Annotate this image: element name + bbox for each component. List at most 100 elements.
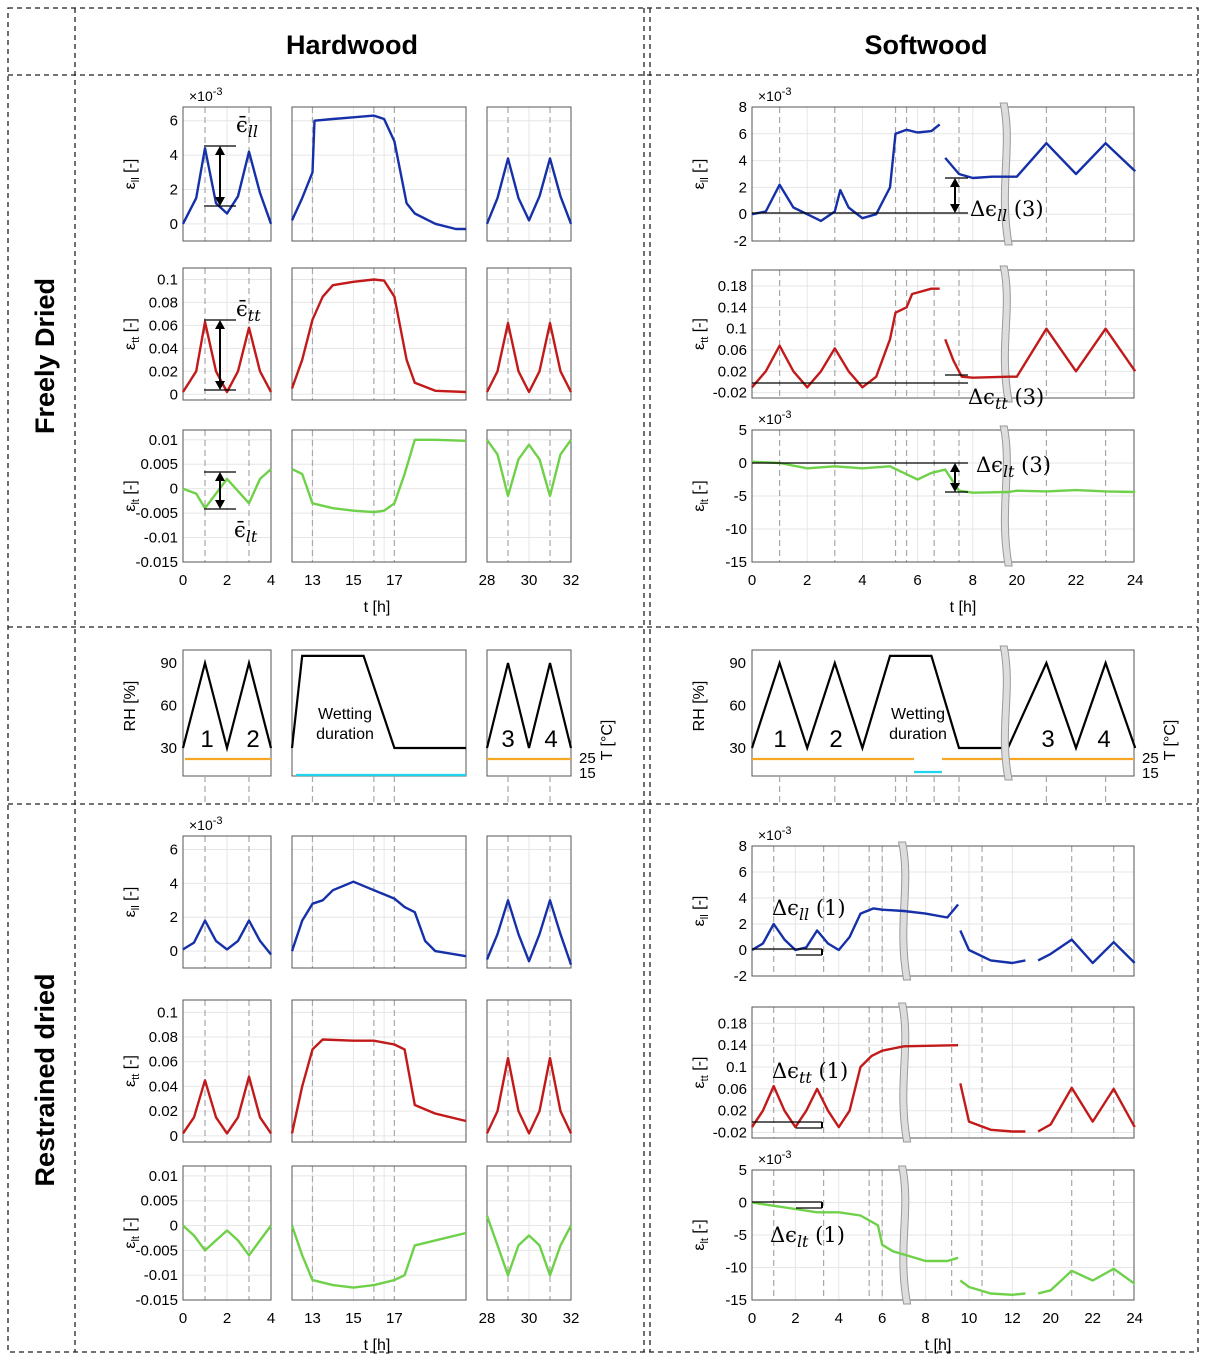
arrow-head xyxy=(950,178,960,187)
x-tick-label: 17 xyxy=(386,1310,403,1327)
plot-frame xyxy=(486,106,572,242)
plot-frame xyxy=(751,1169,1135,1301)
row-label-restrained-dried: Restrained dried xyxy=(30,973,60,1186)
plot-frame xyxy=(486,429,572,563)
y-axis-label-rh: RH [%] xyxy=(122,681,139,732)
arrow-head xyxy=(215,146,225,155)
series-line xyxy=(944,327,1137,379)
y-tick-label: 0.08 xyxy=(149,294,178,311)
plot-box xyxy=(291,106,467,242)
y-tick-label: -2 xyxy=(734,233,747,250)
x-tick-label: 24 xyxy=(1126,1310,1143,1327)
annotation-sw_tt: Δϵtt (3) xyxy=(968,385,1044,413)
plot-frame xyxy=(751,269,1135,399)
arrow-head xyxy=(215,472,225,481)
x-tick-label: 4 xyxy=(267,1310,275,1327)
series-line xyxy=(290,114,466,231)
cycle-number: 2 xyxy=(246,726,259,753)
y-tick-label: 30 xyxy=(729,740,746,757)
plot-box xyxy=(291,267,467,401)
x-tick-label: 0 xyxy=(179,1310,187,1327)
y-tick-label: 4 xyxy=(170,875,178,892)
x-tick-label: 0 xyxy=(748,1310,756,1327)
series-line xyxy=(959,930,1026,965)
wetting-label: Wetting xyxy=(318,706,372,723)
y-tick-label: 0.08 xyxy=(149,1029,178,1046)
plot-frame xyxy=(291,999,467,1143)
y-tick-label: -5 xyxy=(734,488,747,505)
plot-box xyxy=(751,845,1135,977)
y-tick-label: 0.14 xyxy=(718,1037,747,1054)
y-tick-label: 5 xyxy=(739,1162,747,1179)
y-axis-label: εll [-] xyxy=(122,159,142,190)
y-tick-label: -5 xyxy=(734,1227,747,1244)
y2-tick-label: 25 xyxy=(1142,750,1159,767)
plot-frame xyxy=(486,835,572,969)
series-line xyxy=(290,880,467,958)
y-tick-label: 8 xyxy=(739,99,747,116)
y-tick-label: 4 xyxy=(170,147,178,164)
plot-frame xyxy=(182,1165,272,1301)
series-line xyxy=(182,468,272,510)
plot-hw_restr_tt: 0 0.02 0.04 0.06 0.08 0.1 εtt [-] xyxy=(122,999,573,1145)
x-tick-label: 22 xyxy=(1068,572,1085,589)
x-axis-label: t [h] xyxy=(364,599,391,616)
y-tick-label: 0.04 xyxy=(149,340,178,357)
y-tick-label: 6 xyxy=(739,864,747,881)
x-tick-label: 15 xyxy=(345,572,362,589)
plot-frame xyxy=(751,106,1135,242)
multiplier-label: ×10-3 xyxy=(758,825,792,843)
arrow-head xyxy=(215,500,225,509)
plot-sw_restr_tt: -0.02 0.02 0.06 0.1 0.14 0.18 εtt [-] xyxy=(691,1002,1136,1143)
series-line xyxy=(181,320,273,394)
header-hardwood: Hardwood xyxy=(286,30,418,60)
x-tick-label: 8 xyxy=(921,1310,929,1327)
series-line xyxy=(1037,1086,1136,1133)
plot-hw_restr_ll: 0 2 4 6 εll [-] ×10-3 xyxy=(122,815,573,969)
y-tick-label: 4 xyxy=(739,890,747,907)
annotation-sw_lt_r: Δϵlt (1) xyxy=(770,1223,845,1251)
plot-hw_free_tt: 0 0.02 0.04 0.06 0.08 0.1 εtt [-] xyxy=(122,267,573,403)
y-tick-label: 2 xyxy=(739,916,747,933)
series-line xyxy=(751,1201,959,1263)
y-tick-label: 0 xyxy=(170,216,178,233)
plot-hw_free_ll: 0 2 4 6 εll [-] ×10-3 xyxy=(122,86,573,242)
y-axis-label: εlt [-] xyxy=(122,1217,142,1248)
x-tick-label: 17 xyxy=(386,572,403,589)
y-tick-label: 0 xyxy=(170,481,178,498)
rh-line xyxy=(485,662,573,749)
plot-sw_restr_lt: -15 -10 -5 0 5 εlt [-] ×10-3 xyxy=(691,1149,1136,1309)
y2-tick-label: 25 xyxy=(579,750,596,767)
x-tick-label: 10 xyxy=(961,1310,978,1327)
annotation-sw_lt: Δϵlt (3) xyxy=(976,453,1051,481)
plot-box xyxy=(291,429,467,563)
y-axis-label: εlt [-] xyxy=(122,480,142,511)
y-tick-label: -0.015 xyxy=(135,1292,178,1309)
series-line xyxy=(485,899,573,965)
plot-frame xyxy=(751,1006,1135,1139)
x-tick-label: 4 xyxy=(858,572,866,589)
series-line xyxy=(485,1215,573,1277)
plot-box xyxy=(291,1165,467,1301)
y-tick-label: 6 xyxy=(170,842,178,859)
y-axis-label: εlt [-] xyxy=(691,1219,711,1250)
y-tick-label: 0 xyxy=(170,943,178,960)
plot-sw_restr_ll: -2 0 2 4 6 8 εll [-] ×10-3 xyxy=(691,825,1136,985)
plot-box xyxy=(291,999,467,1143)
y-tick-label: 0.01 xyxy=(149,432,178,449)
arrow-head xyxy=(215,320,225,329)
plot-frame xyxy=(182,429,272,563)
y-axis-label-rh: RH [%] xyxy=(691,681,708,732)
x-tick-label: 4 xyxy=(835,1310,843,1327)
y-tick-label: 0 xyxy=(170,1218,178,1235)
multiplier-label: ×10-3 xyxy=(758,86,792,104)
plot-sw_free_ll: -2 0 2 4 6 8 εll [-] ×10-3 xyxy=(691,86,1137,250)
y-tick-label: 0.02 xyxy=(718,363,747,380)
cycle-number: 2 xyxy=(829,726,842,753)
y-axis-label: εll [-] xyxy=(691,159,711,190)
y-tick-label: 0.06 xyxy=(718,1081,747,1098)
rh-line xyxy=(290,654,466,750)
plot-hw_free_lt: -0.015 -0.01 -0.005 0 0.005 0.01 εlt [-] xyxy=(122,429,572,571)
